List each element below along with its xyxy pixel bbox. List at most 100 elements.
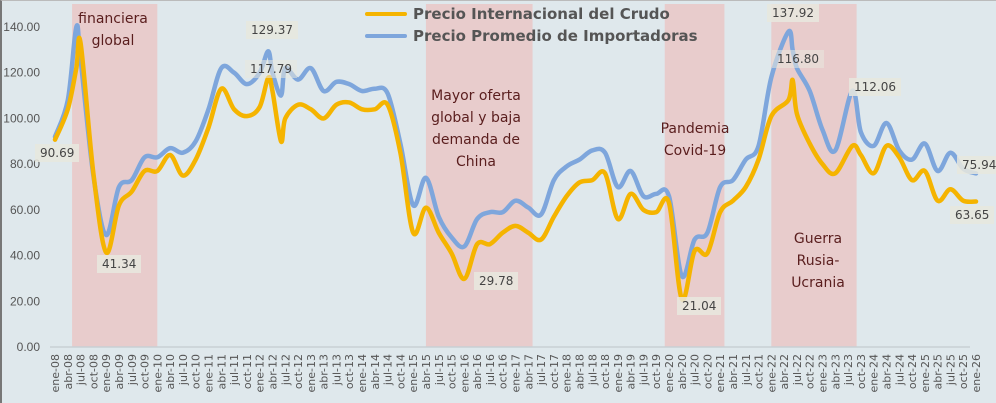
x-tick-label: jul-16 [484, 354, 497, 386]
x-tick-label: abr-13 [318, 354, 331, 390]
x-tick-label: jul-15 [433, 354, 446, 386]
x-tick-label: abr-08 [62, 354, 75, 390]
x-tick-label: oct-23 [855, 354, 868, 389]
y-tick-label: 140.00 [3, 20, 40, 34]
x-tick-label: abr-22 [778, 354, 791, 390]
x-tick-label: ene-15 [407, 354, 420, 392]
x-tick-label: jul-19 [637, 354, 650, 386]
x-tick-label: abr-20 [676, 354, 689, 390]
legend-label: Precio Promedio de Importadoras [413, 27, 698, 45]
x-tick-label: jul-25 [944, 354, 957, 386]
x-tick-label: jul-10 [177, 354, 190, 386]
band-label-ukraine: Guerra Rusia- Ucrania [775, 228, 861, 294]
x-tick-label: ene-16 [458, 354, 471, 392]
band-label-line: financiera [78, 11, 148, 27]
x-tick-label: oct-21 [753, 354, 766, 389]
data-label: 90.69 [35, 144, 80, 162]
y-tick-label: 60.00 [10, 203, 40, 217]
data-label: 41.34 [97, 255, 142, 273]
x-tick-label: oct-18 [599, 354, 612, 389]
x-tick-label: jul-24 [893, 354, 906, 386]
legend-swatch-blue [365, 34, 407, 38]
data-label: 75.94 [957, 156, 996, 174]
x-tick-label: abr-12 [266, 354, 279, 390]
x-tick-label: oct-10 [190, 354, 203, 389]
band-label-line: Rusia- [796, 253, 840, 269]
x-tick-label: jul-13 [330, 354, 343, 386]
x-tick-label: jul-12 [279, 354, 292, 386]
band-label-line: Mayor oferta [431, 88, 521, 104]
x-tick-label: ene-25 [919, 354, 932, 392]
band-label-line: China [456, 154, 496, 170]
x-tick-label: abr-10 [164, 354, 177, 390]
band-label-line: Pandemia [660, 121, 730, 137]
x-tick-label: oct-14 [394, 354, 407, 389]
band-label-crisis: financiera global [70, 8, 156, 52]
x-tick-label: oct-16 [497, 354, 510, 389]
x-tick-label: abr-17 [522, 354, 535, 390]
x-tick-label: jul-21 [740, 354, 753, 386]
x-tick-label: ene-14 [356, 354, 369, 392]
x-tick-label: abr-23 [829, 354, 842, 390]
x-tick-label: abr-11 [215, 354, 228, 390]
x-tick-label: jul-18 [586, 354, 599, 386]
x-tick-label: oct-22 [804, 354, 817, 389]
band-label-line: global [91, 33, 135, 49]
legend-label: Precio Internacional del Crudo [413, 5, 670, 23]
x-tick-label: abr-15 [420, 354, 433, 390]
data-label: 29.78 [474, 272, 519, 290]
x-tick-label: ene-11 [203, 354, 216, 392]
x-tick-label: ene-09 [100, 354, 113, 392]
band-label-line: demanda de [431, 132, 520, 148]
x-tick-label: abr-09 [113, 354, 126, 390]
x-tick-label: abr-14 [369, 354, 382, 390]
data-label: 116.80 [772, 50, 824, 68]
x-tick-label: oct-15 [446, 354, 459, 389]
x-tick-label: ene-12 [254, 354, 267, 392]
x-tick-label: oct-24 [906, 354, 919, 389]
x-tick-label: oct-17 [548, 354, 561, 389]
band-label-china: Mayor oferta global y baja demanda de Ch… [422, 85, 530, 173]
x-tick-label: abr-24 [880, 354, 893, 390]
data-label: 129.37 [246, 21, 298, 39]
x-tick-label: abr-21 [727, 354, 740, 390]
x-tick-label: abr-19 [625, 354, 638, 390]
y-tick-label: 100.00 [3, 111, 40, 125]
x-tick-label: jul-11 [228, 354, 241, 386]
x-tick-label: ene-26 [970, 354, 983, 392]
x-tick-label: oct-11 [241, 354, 254, 389]
x-tick-label: jul-23 [842, 354, 855, 386]
data-label: 117.79 [245, 60, 297, 78]
x-tick-label: oct-20 [701, 354, 714, 389]
y-tick-label: 0.00 [17, 340, 41, 354]
shaded-period [425, 4, 533, 347]
shaded-period [664, 4, 725, 347]
x-tick-label: oct-25 [957, 354, 970, 389]
x-tick-label: jul-14 [382, 354, 395, 386]
band-label-line: global y baja [431, 110, 521, 126]
x-tick-label: abr-16 [471, 354, 484, 390]
x-tick-label: ene-18 [561, 354, 574, 392]
x-tick-label: oct-13 [343, 354, 356, 389]
series-line-crudo [52, 35, 979, 302]
x-tick-label: ene-21 [714, 354, 727, 392]
data-label: 21.04 [677, 297, 722, 315]
x-tick-label: ene-08 [49, 354, 62, 392]
y-tick-label: 80.00 [10, 157, 40, 171]
x-tick-label: ene-17 [510, 354, 523, 392]
band-label-line: Guerra [793, 231, 843, 247]
y-tick-label: 40.00 [10, 249, 40, 263]
band-label-covid: Pandemia Covid-19 [650, 118, 740, 162]
x-tick-label: oct-09 [139, 354, 152, 389]
data-label: 137.92 [767, 4, 819, 22]
legend: Precio Internacional del Crudo Precio Pr… [365, 3, 698, 47]
shaded-period [72, 4, 158, 347]
x-tick-label: ene-13 [305, 354, 318, 392]
x-tick-label: ene-23 [817, 354, 830, 392]
data-label: 63.65 [950, 206, 995, 224]
x-tick-label: jul-20 [689, 354, 702, 386]
x-tick-label: abr-18 [573, 354, 586, 390]
legend-swatch-orange [365, 12, 407, 16]
y-tick-label: 120.00 [3, 66, 40, 80]
